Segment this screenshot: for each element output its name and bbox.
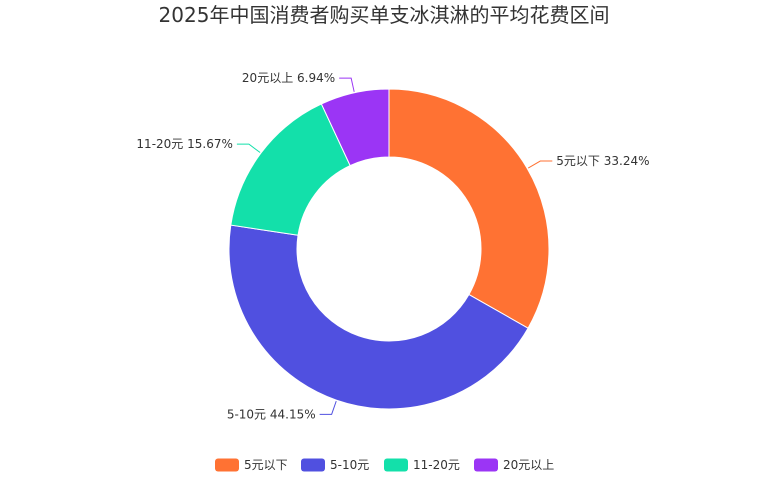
leader-line-0 bbox=[527, 160, 553, 169]
chart-title: 2025年中国消费者购买单支冰淇淋的平均花费区间 bbox=[159, 3, 610, 27]
legend: 5元以下 5-10元 11-20元 20元以上 bbox=[215, 458, 554, 472]
leader-line-2 bbox=[236, 143, 261, 153]
legend-item-0[interactable]: 5元以下 bbox=[215, 458, 288, 472]
legend-label-3: 20元以上 bbox=[503, 458, 554, 472]
slice-label-1: 5-10元 44.15% bbox=[227, 407, 316, 421]
legend-label-1: 5-10元 bbox=[330, 458, 369, 472]
legend-item-1[interactable]: 5-10元 bbox=[301, 458, 369, 472]
slice-label-3: 20元以上 6.94% bbox=[242, 71, 335, 85]
legend-swatch-1 bbox=[301, 458, 325, 472]
legend-label-2: 11-20元 bbox=[413, 458, 460, 472]
legend-item-3[interactable]: 20元以上 bbox=[474, 458, 554, 472]
legend-swatch-2 bbox=[384, 458, 408, 472]
slice-3[interactable] bbox=[320, 88, 390, 167]
slice-labels-layer: 5元以下 33.24% 5-10元 44.15% 11-20元 15.67% 20元以… bbox=[136, 71, 649, 421]
slice-label-2: 11-20元 15.67% bbox=[136, 137, 232, 151]
legend-swatch-0 bbox=[215, 458, 239, 472]
leader-line-3 bbox=[339, 77, 355, 92]
legend-item-2[interactable]: 11-20元 bbox=[384, 458, 460, 472]
slice-0[interactable] bbox=[388, 88, 550, 329]
slices-layer bbox=[228, 88, 550, 410]
slice-1[interactable] bbox=[228, 224, 529, 410]
legend-swatch-3 bbox=[474, 458, 498, 472]
leader-line-1 bbox=[319, 400, 337, 415]
legend-label-0: 5元以下 bbox=[244, 458, 288, 472]
slice-label-0: 5元以下 33.24% bbox=[556, 154, 649, 168]
leader-lines-layer bbox=[236, 77, 553, 415]
